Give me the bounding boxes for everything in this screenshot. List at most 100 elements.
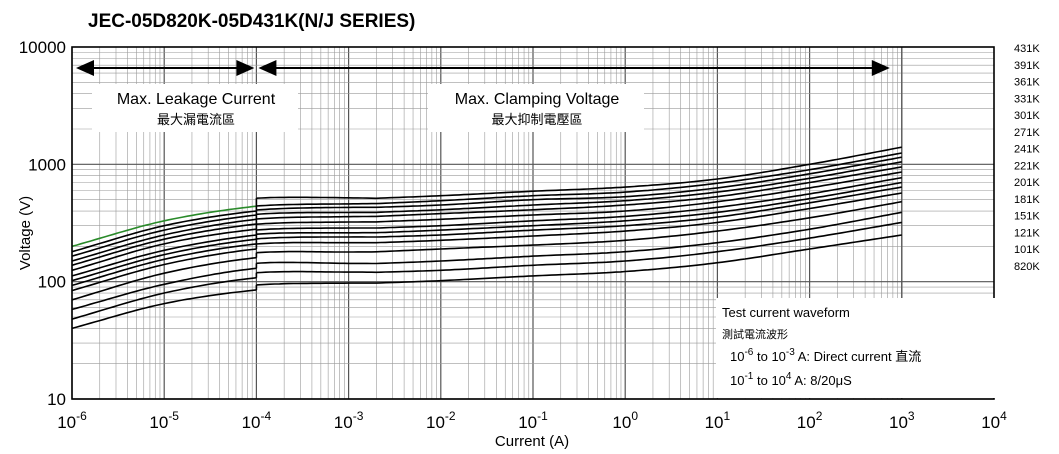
series-curves xyxy=(71,146,902,330)
x-tick-base: 10 xyxy=(612,413,631,432)
series-label: 201K xyxy=(1014,177,1040,189)
legend-line-part: 10 xyxy=(730,373,744,388)
legend-line-part: A: 8/20 xyxy=(791,373,835,388)
legend-line-part: -1 xyxy=(744,371,753,382)
y-tick-label: 10 xyxy=(47,390,66,409)
x-tick-base: 10 xyxy=(705,413,724,432)
series-line xyxy=(256,192,902,245)
clamping-label-box xyxy=(428,84,644,132)
series-line xyxy=(256,186,902,240)
clamping-arrow-head-right xyxy=(871,60,890,76)
series-labels: 431K 391K 361K 331K 301K 271K 241K 221K 201K 181K… xyxy=(1014,43,1040,273)
series-label: 181K xyxy=(1014,194,1040,206)
legend-line-dc: 10-6 to 10-3 A: Direct current 直流 xyxy=(730,347,921,365)
series-line xyxy=(71,205,257,248)
x-tick-exponent: 1 xyxy=(724,409,731,423)
series-line xyxy=(71,234,257,277)
x-tick-exponent: 0 xyxy=(631,409,638,423)
series-line xyxy=(256,171,902,225)
leakage-label-box xyxy=(92,84,298,132)
x-tick-base: 10 xyxy=(518,413,537,432)
series-line xyxy=(256,176,902,231)
series-line xyxy=(71,223,257,267)
x-tick-label: 10-6 xyxy=(57,409,87,432)
series-label: 820K xyxy=(1014,261,1040,273)
clamping-label: Max. Clamping Voltage xyxy=(455,91,620,108)
series-line xyxy=(71,289,257,330)
series-label: 391K xyxy=(1014,60,1040,72)
x-tick-base: 10 xyxy=(981,413,1000,432)
x-tick-label: 100 xyxy=(612,409,638,432)
series-line xyxy=(71,238,257,282)
series-line xyxy=(71,248,257,292)
y-tick-label: 1000 xyxy=(28,155,66,174)
chart-title: JEC-05D820K-05D431K(N/J SERIES) xyxy=(88,11,415,32)
plot-border xyxy=(71,46,995,400)
y-axis-label: Voltage (V) xyxy=(17,196,34,270)
legend-line-part: 10 xyxy=(730,349,744,364)
series-label: 331K xyxy=(1014,93,1040,105)
series-line xyxy=(256,211,902,265)
x-tick-label: 101 xyxy=(705,409,731,432)
x-tick-exponent: -6 xyxy=(76,409,87,423)
series-line xyxy=(256,221,902,274)
legend-line-part: 4 xyxy=(786,371,792,382)
series-line xyxy=(71,218,257,262)
x-tick-label: 10-4 xyxy=(242,409,272,432)
x-tick-base: 10 xyxy=(334,413,353,432)
x-tick-label: 10-5 xyxy=(149,409,179,432)
series-label: 361K xyxy=(1014,77,1040,89)
legend-line-part: 直流 xyxy=(895,350,921,365)
x-tick-base: 10 xyxy=(149,413,168,432)
x-axis-label: Current (A) xyxy=(495,433,569,450)
series-line xyxy=(71,243,257,287)
x-tick-labels: 10-6 10-5 10-4 10-3 10-2 10-1 100 101 102 103 104 xyxy=(57,409,1007,432)
series-label: 151K xyxy=(1014,211,1040,223)
series-label: 241K xyxy=(1014,144,1040,156)
x-tick-exponent: -1 xyxy=(537,409,548,423)
legend-line-surge: 10-1 to 104 A: 8/20μS xyxy=(730,371,852,388)
series-label: 431K xyxy=(1014,43,1040,55)
legend-line-part: A: Direct current xyxy=(795,349,895,364)
series-label: 101K xyxy=(1014,244,1040,256)
x-tick-exponent: -5 xyxy=(168,409,179,423)
clamping-label-zh: 最大抑制電壓區 xyxy=(491,113,582,128)
x-tick-label: 104 xyxy=(981,409,1007,432)
test-waveform-box: Test current waveform 測試電流波形 10-6 to 10-… xyxy=(716,298,1006,398)
legend-title: Test current waveform xyxy=(722,305,850,320)
y-tick-label: 100 xyxy=(38,273,66,292)
series-line xyxy=(71,267,257,311)
series-line xyxy=(256,146,902,200)
y-tick-label: 10000 xyxy=(19,38,66,57)
x-tick-base: 10 xyxy=(889,413,908,432)
leakage-arrow-head-right xyxy=(236,60,255,76)
x-tick-label: 103 xyxy=(889,409,915,432)
region-arrows xyxy=(76,60,890,76)
leakage-label-zh: 最大漏電流區 xyxy=(157,112,235,128)
series-line xyxy=(71,228,257,272)
x-tick-label: 10-1 xyxy=(518,409,548,432)
series-line xyxy=(71,256,257,301)
clamping-arrow-head-left xyxy=(258,60,277,76)
y-tick-labels: 10000 1000 100 10 xyxy=(19,38,66,409)
x-tick-label: 10-3 xyxy=(334,409,364,432)
series-line xyxy=(256,200,902,254)
leakage-arrow-head-left xyxy=(76,60,94,76)
x-tick-exponent: -3 xyxy=(353,409,364,423)
series-label: 301K xyxy=(1014,110,1040,122)
legend-line-part: to 10 xyxy=(753,373,786,388)
plot-frame xyxy=(71,46,995,400)
x-tick-label: 102 xyxy=(797,409,823,432)
legend-line-part: μ xyxy=(836,373,844,388)
x-tick-exponent: -4 xyxy=(261,409,272,423)
region-annotations: Max. Leakage Current 最大漏電流區 Max. Clampin… xyxy=(92,84,644,132)
x-tick-exponent: 4 xyxy=(1000,409,1007,423)
legend-line-part: S xyxy=(843,373,852,388)
series-label: 271K xyxy=(1014,127,1040,139)
x-tick-exponent: -2 xyxy=(445,409,456,423)
legend-line-part: -6 xyxy=(744,347,753,358)
x-tick-label: 10-2 xyxy=(426,409,456,432)
legend-box xyxy=(716,298,1006,398)
x-tick-base: 10 xyxy=(797,413,816,432)
